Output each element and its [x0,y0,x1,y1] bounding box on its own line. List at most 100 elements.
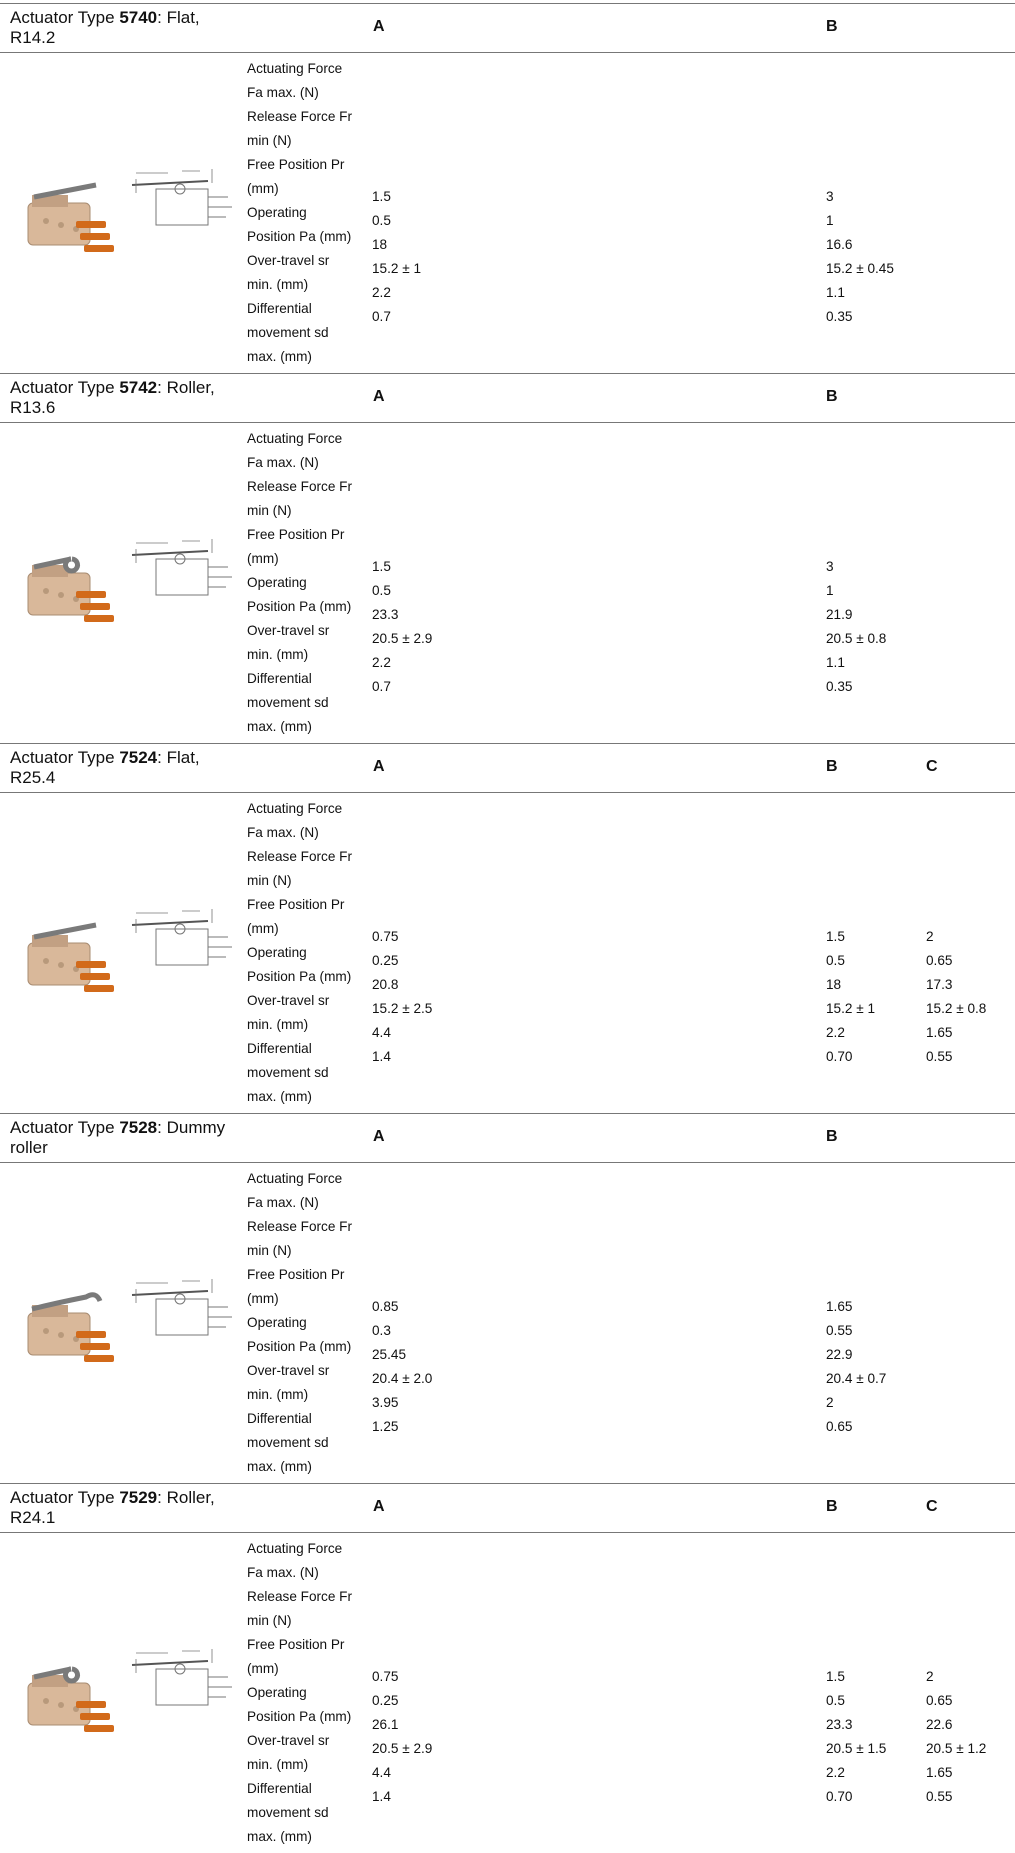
parameter-label: min. (mm) [247,1017,309,1032]
value-cell: 26.1 [372,1717,399,1732]
value-cell: 0.25 [372,1693,399,1708]
value-cell: 18 [826,977,842,992]
parameter-label: Operating [247,575,307,590]
parameter-label: (mm) [247,1291,279,1306]
parameter-label: max. (mm) [247,349,312,364]
value-cell: 0.85 [372,1299,399,1314]
value-cell: 20.5 ± 0.8 [826,631,887,646]
parameter-labels: Actuating Force Fa max. (N) Release Force … [247,427,365,739]
dimension-drawing-icon [131,909,232,966]
parameter-label: Release Force Fr [247,1219,353,1234]
value-cell: 1.5 [372,189,391,204]
value-cell: 20.4 ± 0.7 [826,1371,887,1386]
value-cell: 0.70 [826,1789,853,1804]
value-cell: 0.65 [926,1693,953,1708]
actuator-section: Actuator Type 5740: Flat, R14.2 A B [0,3,1015,373]
microswitch-photo-icon [27,1666,114,1732]
parameter-label: Operating [247,945,307,960]
parameter-label: Free Position Pr [247,1637,345,1652]
actuator-code: 7524 [119,748,158,767]
column-a-values: 1.5 0.5 18 15.2 ± 1 2.2 0.7 [372,185,421,329]
parameter-label: Actuating Force [247,1541,343,1556]
value-cell: 0.55 [826,1323,853,1338]
value-cell: 20.5 ± 1.2 [926,1741,987,1756]
column-c-values: 2 0.65 17.3 15.2 ± 0.8 1.65 0.55 [926,925,986,1069]
parameter-label: min. (mm) [247,1757,309,1772]
parameter-label: Position Pa (mm) [247,599,352,614]
parameter-label: Differential [247,1041,312,1056]
value-cell: 2.2 [826,1765,845,1780]
column-a-header: A [373,758,385,775]
value-cell: 22.9 [826,1347,853,1362]
parameter-label: max. (mm) [247,1829,312,1844]
value-cell: 0.35 [826,679,853,694]
column-b-header: B [826,758,838,775]
parameter-label: Release Force Fr [247,479,353,494]
parameter-label: Position Pa (mm) [247,229,352,244]
parameter-label: Actuating Force [247,431,343,446]
value-cell: 1.5 [826,1669,845,1684]
column-b-header: B [826,18,838,35]
actuator-section: Actuator Type 7524: Flat, R25.4 A B C [0,743,1015,1113]
actuator-code: 7528 [119,1118,158,1137]
value-cell: 1.25 [372,1419,399,1434]
actuator-title: Actuator Type 7524: Flat, R25.4 [10,748,200,787]
parameter-label: Operating [247,205,307,220]
value-cell: 0.7 [372,309,391,324]
value-cell: 0.55 [926,1789,953,1804]
column-a-values: 0.75 0.25 26.1 20.5 ± 2.9 4.4 1.4 [372,1665,432,1809]
value-cell: 20.4 ± 2.0 [372,1371,433,1386]
section-body: Actuating Force Fa max. (N) Release Force … [0,1163,1015,1483]
actuator-code: 5740 [119,8,158,27]
dimension-drawing-icon [131,1279,232,1336]
parameter-labels: Actuating Force Fa max. (N) Release Force … [247,797,365,1109]
parameter-label: min. (mm) [247,647,309,662]
value-cell: 2.2 [372,285,391,300]
parameter-label: Release Force Fr [247,849,353,864]
parameter-label: Position Pa (mm) [247,969,352,984]
column-a-values: 0.75 0.25 20.8 15.2 ± 2.5 4.4 1.4 [372,925,432,1069]
value-cell: 2 [826,1395,834,1410]
actuator-title: Actuator Type 7529: Roller, R24.1 [10,1488,215,1527]
value-cell: 1.5 [372,559,391,574]
parameter-labels: Actuating Force Fa max. (N) Release Force … [247,57,365,369]
value-cell: 4.4 [372,1765,391,1780]
parameter-label: min (N) [247,1243,292,1258]
value-cell: 15.2 ± 1 [372,261,422,276]
parameter-label: Actuating Force [247,801,343,816]
value-cell: 0.5 [372,213,391,228]
parameter-label: min (N) [247,873,292,888]
value-cell: 0.5 [372,583,391,598]
value-cell: 15.2 ± 0.8 [926,1001,987,1016]
value-cell: 0.55 [926,1049,953,1064]
value-cell: 25.45 [372,1347,407,1362]
parameter-label: Fa max. (N) [247,455,319,470]
column-a-header: A [373,18,385,35]
column-b-values: 3 1 21.9 20.5 ± 0.8 1.1 0.35 [826,555,886,699]
column-a-header: A [373,388,385,405]
parameter-label: movement sd [247,1435,329,1450]
parameter-label: Free Position Pr [247,1267,345,1282]
value-cell: 16.6 [826,237,853,252]
parameter-label: Release Force Fr [247,109,353,124]
parameter-label: Operating [247,1685,307,1700]
parameter-label: movement sd [247,325,329,340]
column-a-header: A [373,1498,385,1515]
parameter-label: Over-travel sr [247,1363,330,1378]
value-cell: 2 [926,929,934,944]
value-cell: 20.5 ± 2.9 [372,1741,433,1756]
parameter-label: max. (mm) [247,1089,312,1104]
parameter-label: min (N) [247,1613,292,1628]
parameter-label: (mm) [247,921,279,936]
value-cell: 1 [826,213,834,228]
section-header: Actuator Type 7524: Flat, R25.4 A B C [0,743,1015,793]
parameter-label: Fa max. (N) [247,1565,319,1580]
actuator-code: 5742 [119,378,158,397]
parameter-label: Free Position Pr [247,527,345,542]
parameter-labels: Actuating Force Fa max. (N) Release Force … [247,1167,365,1479]
section-body: Actuating Force Fa max. (N) Release Force … [0,1533,1015,1853]
value-cell: 0.35 [826,309,853,324]
parameter-label: min. (mm) [247,1387,309,1402]
value-cell: 0.5 [826,1693,845,1708]
column-b-values: 1.65 0.55 22.9 20.4 ± 0.7 2 0.65 [826,1295,886,1439]
